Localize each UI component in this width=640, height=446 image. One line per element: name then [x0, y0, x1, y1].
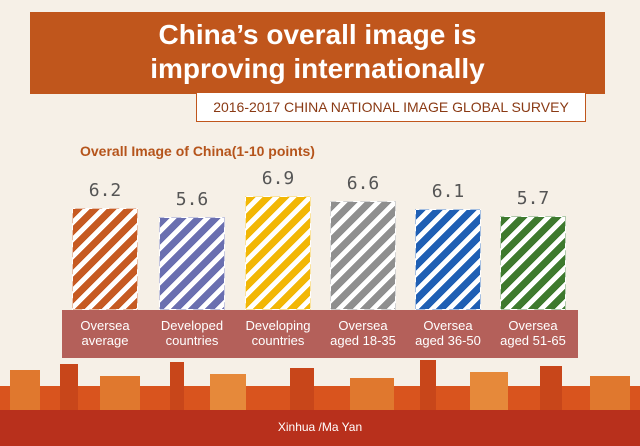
chart-label: Overall Image of China(1-10 points)	[80, 143, 315, 159]
value-label: 5.7	[516, 187, 550, 209]
bar	[500, 215, 566, 310]
title-banner	[30, 12, 605, 94]
value-label: 6.9	[261, 168, 295, 189]
bar	[72, 207, 138, 310]
category-label: Oversea aged 18-35	[330, 318, 396, 348]
subtitle-box	[196, 92, 586, 122]
category-label: Oversea average	[80, 318, 130, 348]
bar	[415, 209, 481, 310]
credit: Xinhua /Ma Yan	[277, 420, 363, 434]
skyline	[0, 360, 640, 446]
category-label: Oversea aged 36-50	[415, 318, 481, 348]
bar	[330, 200, 396, 310]
category-label: Developing countries	[245, 318, 311, 348]
chart-title: China’s overall image is improving inter…	[150, 19, 485, 84]
category-label: Oversea aged 51-65	[500, 318, 566, 348]
bar	[159, 217, 225, 310]
value-label: 6.6	[346, 172, 380, 194]
category-label: Developed countries	[160, 318, 224, 348]
value-label: 5.6	[175, 189, 209, 211]
value-label: 6.1	[431, 181, 465, 203]
value-label: 6.2	[88, 179, 122, 201]
category-band	[62, 310, 578, 358]
subtitle: 2016-2017 CHINA NATIONAL IMAGE GLOBAL SU…	[213, 99, 569, 115]
bar	[245, 196, 311, 310]
